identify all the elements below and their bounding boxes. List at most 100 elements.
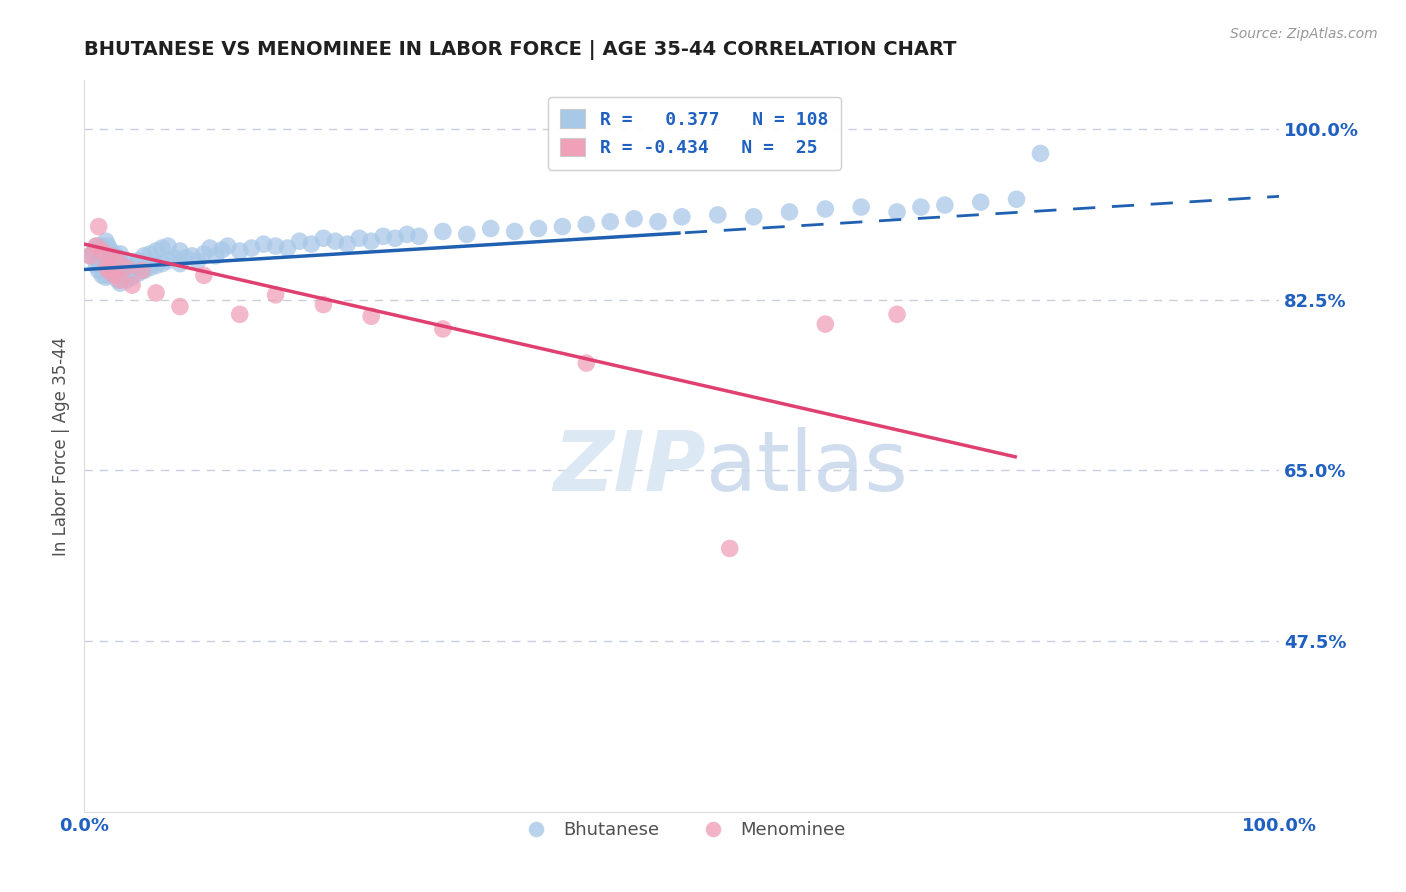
Point [107, 253, 129, 268]
Text: BHUTANESE VS MENOMINEE IN LABOR FORCE | AGE 35-44 CORRELATION CHART: BHUTANESE VS MENOMINEE IN LABOR FORCE | … [84, 40, 957, 60]
Point [163, 251, 186, 265]
Point [312, 297, 335, 311]
Point [211, 243, 233, 257]
Point [527, 221, 550, 235]
Point [91, 239, 114, 253]
Point [100, 263, 122, 277]
Point [115, 253, 138, 268]
Point [110, 266, 132, 280]
Point [97, 249, 120, 263]
Point [886, 307, 908, 321]
Point [145, 259, 167, 273]
Y-axis label: In Labor Force | Age 35-44: In Labor Force | Age 35-44 [52, 336, 70, 556]
Point [396, 227, 419, 242]
Point [97, 263, 120, 277]
Point [107, 260, 129, 275]
Point [121, 259, 143, 273]
Point [107, 251, 129, 265]
Point [169, 300, 191, 314]
Point [742, 210, 765, 224]
Point [718, 541, 741, 556]
Point [100, 249, 122, 263]
Point [94, 263, 117, 277]
Point [91, 253, 114, 268]
Point [814, 202, 837, 216]
Point [145, 285, 167, 300]
Point [111, 259, 134, 273]
Point [100, 244, 122, 258]
Point [707, 208, 730, 222]
Text: Source: ZipAtlas.com: Source: ZipAtlas.com [1230, 27, 1378, 41]
Point [107, 273, 129, 287]
Point [91, 260, 114, 275]
Point [91, 247, 114, 261]
Text: ZIP: ZIP [553, 427, 706, 508]
Point [288, 234, 311, 248]
Point [301, 237, 323, 252]
Point [456, 227, 478, 242]
Point [103, 266, 125, 280]
Point [174, 251, 197, 265]
Point [575, 356, 598, 370]
Point [187, 253, 209, 268]
Point [115, 263, 138, 277]
Point [131, 257, 153, 271]
Point [87, 244, 110, 258]
Point [97, 259, 120, 273]
Point [551, 219, 574, 234]
Point [325, 234, 347, 248]
Point [671, 210, 693, 224]
Point [86, 259, 108, 273]
Point [253, 237, 276, 252]
Point [623, 211, 645, 226]
Point [360, 310, 382, 324]
Point [408, 229, 430, 244]
Point [169, 257, 191, 271]
Point [132, 263, 156, 277]
Point [169, 244, 191, 258]
Point [181, 249, 204, 263]
Point [89, 259, 111, 273]
Point [115, 273, 138, 287]
Point [139, 260, 162, 275]
Point [886, 205, 908, 219]
Point [575, 218, 598, 232]
Point [131, 263, 153, 277]
Point [851, 200, 873, 214]
Point [229, 307, 252, 321]
Point [157, 253, 180, 268]
Point [240, 241, 263, 255]
Point [934, 198, 956, 212]
Point [312, 231, 335, 245]
Point [432, 224, 454, 238]
Point [91, 268, 114, 283]
Point [86, 239, 108, 253]
Point [94, 234, 117, 248]
Point [110, 257, 132, 271]
Point [970, 195, 993, 210]
Point [124, 260, 146, 275]
Point [91, 244, 114, 258]
Point [150, 257, 173, 271]
Point [97, 239, 120, 253]
Point [139, 247, 162, 261]
Point [110, 247, 132, 261]
Point [89, 249, 111, 263]
Point [103, 268, 125, 283]
Point [79, 249, 101, 263]
Point [127, 253, 149, 268]
Point [193, 247, 215, 261]
Point [127, 266, 149, 280]
Point [779, 205, 801, 219]
Point [336, 237, 359, 252]
Text: atlas: atlas [706, 427, 907, 508]
Point [432, 322, 454, 336]
Point [193, 268, 215, 283]
Point [87, 253, 110, 268]
Point [86, 249, 108, 263]
Point [264, 239, 287, 253]
Point [121, 278, 143, 293]
Point [910, 200, 932, 214]
Point [157, 239, 180, 253]
Point [277, 241, 299, 255]
